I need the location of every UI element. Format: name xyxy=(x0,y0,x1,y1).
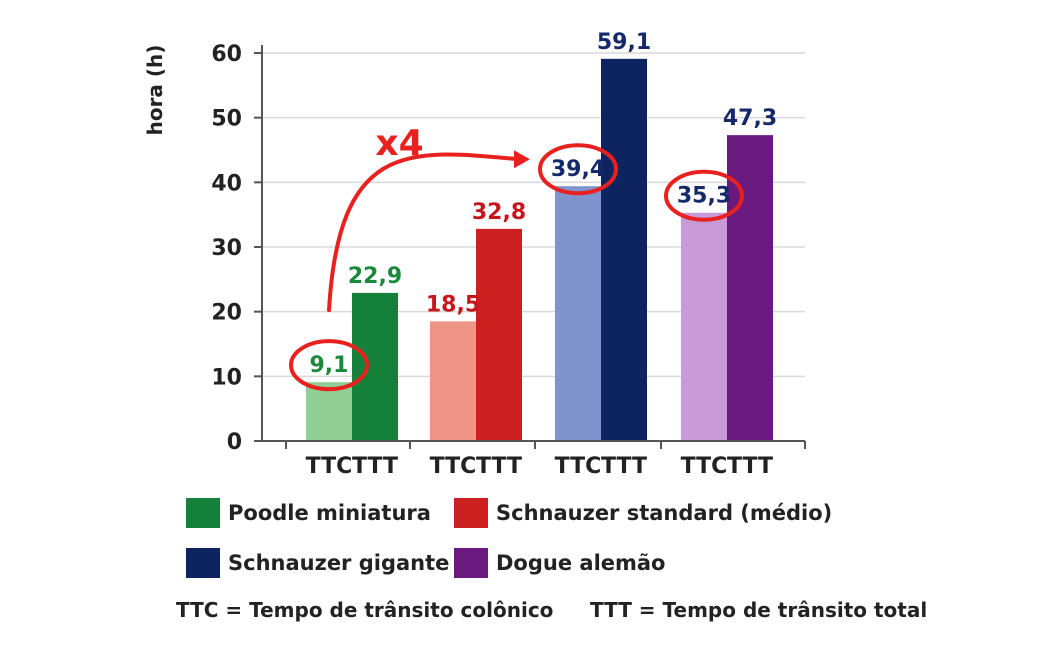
bar xyxy=(430,321,476,441)
data-label: 39,4 xyxy=(551,157,605,182)
x4-arrow-head xyxy=(514,150,530,169)
x-tick-label: TTT xyxy=(476,454,522,479)
highlight-circle xyxy=(664,169,744,222)
data-label: 47,3 xyxy=(723,106,777,131)
bar xyxy=(727,135,773,442)
highlight-circle xyxy=(538,143,618,196)
highlight-circle xyxy=(289,339,369,392)
x-tick-label: TTT xyxy=(352,454,398,479)
data-label: 18,5 xyxy=(426,292,480,317)
bar xyxy=(555,186,601,441)
y-tick-label: 20 xyxy=(211,301,242,326)
x4-annotation: x4 xyxy=(375,123,423,164)
y-axis-label: hora (h) xyxy=(143,45,167,136)
data-label: 35,3 xyxy=(677,184,731,209)
x-tick-label: TTT xyxy=(601,454,647,479)
data-labels: 9,1 22,9 18,5 32,8 39,4 59,1 35,3 47,3 xyxy=(310,30,778,378)
y-tick-label: 40 xyxy=(211,171,242,196)
bar xyxy=(601,58,647,441)
bar xyxy=(681,212,727,441)
annotations: x4 xyxy=(289,123,744,392)
data-label: 59,1 xyxy=(597,30,651,55)
data-label: 32,8 xyxy=(472,200,526,225)
y-tick-label: 60 xyxy=(211,42,242,67)
x-tick-label: TTC xyxy=(681,454,728,479)
y-tick-label: 30 xyxy=(211,236,242,261)
y-tick-label: 10 xyxy=(211,365,242,390)
x4-arrow-curve xyxy=(327,152,520,313)
x-tick-label: TTC xyxy=(555,454,602,479)
data-label: 9,1 xyxy=(310,353,349,378)
bar xyxy=(352,292,398,441)
x-tick-label: TTC xyxy=(306,454,353,479)
data-label: 22,9 xyxy=(348,264,402,289)
bar xyxy=(306,382,352,441)
bars xyxy=(306,58,773,442)
y-tick-label: 0 xyxy=(227,430,242,455)
x-tick-label: TTT xyxy=(727,454,773,479)
y-tick-label: 50 xyxy=(211,107,242,132)
bar xyxy=(476,228,522,441)
x-tick-label: TTC xyxy=(430,454,477,479)
